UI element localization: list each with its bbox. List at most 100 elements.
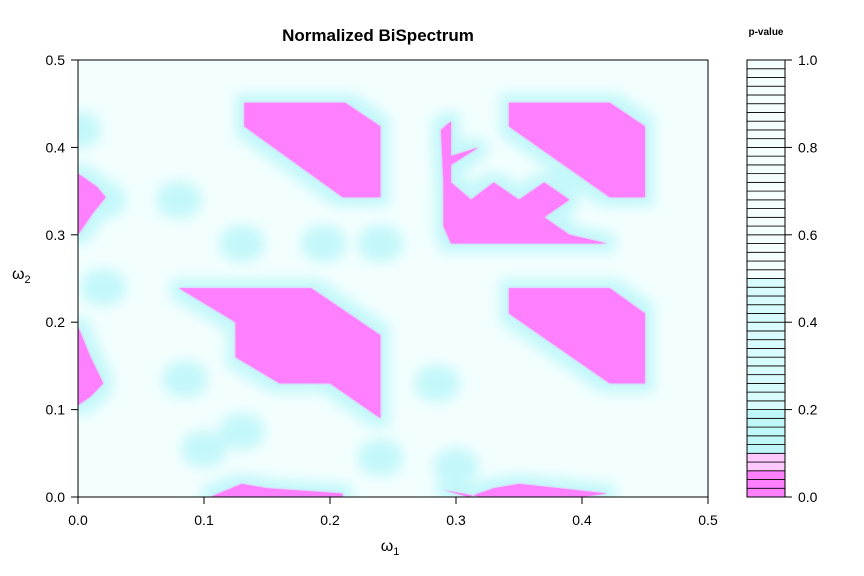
- halo-spot-10: [310, 234, 337, 253]
- legend-band-43: [746, 112, 786, 122]
- halo-spot-0: [78, 120, 91, 139]
- significant-region-4: [440, 121, 608, 244]
- legend-band-11: [746, 391, 786, 402]
- x-axis-label-sub: 1: [393, 546, 399, 558]
- legend-band-30: [746, 225, 786, 236]
- significant-region-0: [244, 102, 381, 198]
- y-axis-label: ω2: [12, 266, 31, 286]
- significant-region-5: [78, 173, 106, 235]
- legend-band-36: [746, 173, 786, 183]
- y-axis-label-sub: 2: [25, 274, 31, 286]
- x-tick-label-4: 0.4: [572, 512, 592, 528]
- x-axis-label-base: ω: [381, 538, 394, 555]
- y-tick-label-2: 0.2: [46, 314, 66, 330]
- chart-title: Normalized BiSpectrum: [282, 26, 474, 45]
- legend-tick-label-0: 0.0: [798, 489, 818, 505]
- plot-area: [78, 102, 645, 497]
- p-value-legend: p-value 0.0 0.2 0.4 0.6 0.8 1.0: [746, 27, 818, 505]
- y-tick-label-5: 0.5: [46, 52, 66, 68]
- x-tick-label-1: 0.1: [194, 512, 214, 528]
- legend-tick-label-3: 0.6: [798, 227, 818, 243]
- legend-band-1: [746, 479, 786, 489]
- legend-band-20: [746, 313, 786, 323]
- legend-band-24: [746, 278, 786, 288]
- legend-band-29: [746, 234, 786, 244]
- x-axis: 0.0 0.1 0.2 0.3 0.4 0.5: [68, 496, 718, 528]
- legend-bands: [746, 59, 786, 498]
- significant-region-6: [78, 326, 104, 406]
- x-tick-label-0: 0.0: [68, 512, 88, 528]
- significant-region-3: [508, 288, 645, 384]
- legend-tick-label-5: 1.0: [798, 52, 818, 68]
- halo-spot-3: [165, 190, 192, 209]
- legend-band-40: [746, 138, 786, 148]
- halo-spot-6: [228, 234, 255, 253]
- legend-band-0: [746, 487, 786, 498]
- x-tick-label-2: 0.2: [320, 512, 340, 528]
- legend-band-44: [746, 103, 786, 113]
- y-tick-label-1: 0.1: [46, 402, 66, 418]
- legend-band-12: [746, 382, 786, 393]
- legend-band-13: [746, 374, 786, 384]
- legend-band-45: [746, 94, 786, 105]
- halo-spot-5: [191, 439, 217, 458]
- halo-spot-9: [424, 374, 451, 393]
- legend-band-48: [746, 68, 786, 78]
- halo-spot-11: [367, 448, 394, 467]
- legend-band-28: [746, 243, 786, 253]
- legend-band-38: [746, 155, 786, 166]
- legend-frame: [746, 59, 786, 498]
- legend-title: p-value: [748, 27, 783, 38]
- x-tick-label-5: 0.5: [698, 512, 718, 528]
- legend-band-41: [746, 129, 786, 140]
- x-tick-label-3: 0.3: [446, 512, 466, 528]
- halo-spot-12: [443, 457, 469, 476]
- y-axis: 0.0 0.1 0.2 0.3 0.4 0.5: [46, 52, 79, 505]
- legend-band-49: [746, 59, 786, 70]
- legend-axis: 0.0 0.2 0.4 0.6 0.8 1.0: [785, 52, 818, 505]
- legend-band-39: [746, 146, 786, 157]
- legend-band-19: [746, 321, 786, 332]
- y-tick-label-3: 0.3: [46, 227, 66, 243]
- halo-spot-2: [90, 278, 117, 297]
- y-tick-label-4: 0.4: [46, 139, 66, 155]
- halo-spot-4: [172, 370, 199, 389]
- legend-band-18: [746, 330, 786, 341]
- legend-band-37: [746, 164, 786, 175]
- significant-region-8: [443, 483, 608, 497]
- legend-band-42: [746, 120, 786, 131]
- legend-band-25: [746, 269, 786, 279]
- legend-band-23: [746, 286, 786, 297]
- legend-tick-label-2: 0.4: [798, 314, 818, 330]
- legend-band-22: [746, 295, 786, 306]
- legend-band-6: [746, 435, 786, 445]
- legend-band-8: [746, 417, 786, 428]
- legend-band-35: [746, 181, 786, 192]
- x-axis-label: ω1: [381, 538, 400, 558]
- legend-band-17: [746, 339, 786, 349]
- significant-region-7: [210, 483, 343, 497]
- legend-band-10: [746, 400, 786, 410]
- significant-region-2: [178, 288, 381, 419]
- legend-band-47: [746, 77, 786, 87]
- y-axis-label-base: ω: [12, 266, 25, 283]
- legend-band-15: [746, 356, 786, 367]
- legend-tick-label-4: 0.8: [798, 139, 818, 155]
- halo-spot-8: [367, 234, 394, 253]
- legend-band-16: [746, 348, 786, 358]
- legend-band-33: [746, 199, 786, 209]
- legend-tick-label-1: 0.2: [798, 402, 818, 418]
- legend-band-34: [746, 190, 786, 201]
- legend-band-7: [746, 426, 786, 437]
- legend-band-27: [746, 251, 786, 262]
- legend-band-46: [746, 85, 786, 96]
- legend-band-3: [746, 461, 786, 472]
- legend-band-4: [746, 452, 786, 463]
- legend-band-21: [746, 304, 786, 314]
- legend-band-9: [746, 409, 786, 419]
- halo-spot-7: [228, 422, 255, 441]
- legend-band-26: [746, 260, 786, 271]
- legend-band-2: [746, 470, 786, 480]
- legend-band-5: [746, 444, 786, 454]
